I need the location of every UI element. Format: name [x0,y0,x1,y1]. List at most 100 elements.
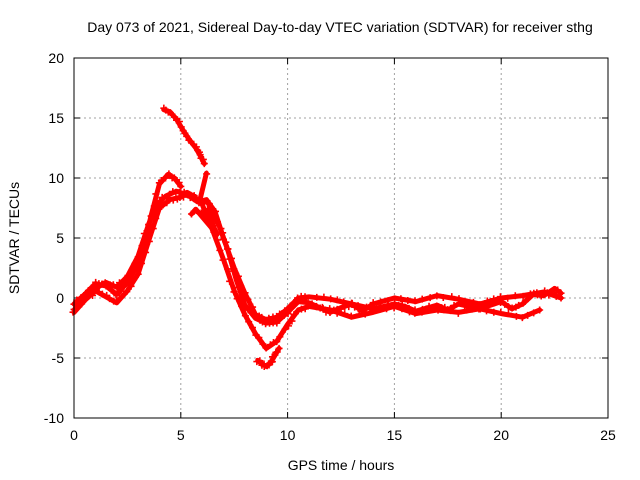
data-point-marker [341,310,349,318]
data-point-marker [557,289,565,297]
series-trace-4 [197,204,565,328]
data-point-marker [239,293,247,301]
data-point-marker [262,344,270,352]
data-point-marker [320,293,328,301]
data-point-marker [290,311,298,319]
data-point-marker [482,303,490,311]
data-point-marker [345,303,353,311]
data-point-marker [128,266,136,274]
data-point-marker [425,302,433,310]
data-point-marker [273,348,281,356]
data-point-marker [98,280,106,288]
data-point-marker [92,286,100,294]
data-point-marker [508,304,516,312]
plot-frame [73,57,609,419]
data-point-marker [475,305,483,313]
data-point-marker [497,308,505,316]
data-point-marker [255,334,263,342]
data-point-marker [501,300,509,308]
data-point-marker [106,295,114,303]
data-point-marker [363,303,371,311]
data-point-marker [214,222,222,230]
data-point-marker [203,170,211,178]
data-point-marker [273,319,281,327]
data-point-marker [219,229,227,237]
y-tick-label: 15 [48,110,64,126]
data-point-marker [248,309,256,317]
data-point-marker [327,295,335,303]
x-tick-label: 0 [70,427,78,443]
data-point-marker [384,301,392,309]
data-point-marker [161,174,169,182]
data-point-marker [404,296,412,304]
data-point-marker [213,229,221,237]
data-point-marker [313,293,321,301]
data-point-marker [200,208,208,216]
data-point-marker [159,201,167,209]
data-point-marker [530,289,538,297]
data-point-marker [224,265,232,273]
data-point-marker [281,325,289,333]
data-point-marker [439,293,447,301]
data-point-marker [241,312,249,320]
data-point-marker [240,302,248,310]
data-point-marker [142,248,150,256]
data-point-marker [84,292,92,300]
data-point-marker [518,314,526,322]
data-point-marker [150,207,158,215]
data-point-marker [74,303,82,311]
data-point-marker [391,295,399,303]
data-point-marker [521,297,529,305]
data-point-marker [226,277,234,285]
x-axis-label: GPS time / hours [288,457,395,473]
data-point-marker [337,305,345,313]
data-point-marker [119,290,127,298]
data-point-marker [269,339,277,347]
data-point-marker [395,301,403,309]
data-point-marker [134,270,142,278]
data-point-marker [219,256,227,264]
data-point-marker [418,305,426,313]
y-tick-label: 20 [48,50,64,66]
data-point-marker [469,298,477,306]
data-point-marker [259,340,267,348]
data-point-marker [192,143,200,151]
data-point-marker [115,279,123,287]
data-point-marker [347,312,355,320]
data-point-marker [511,292,519,300]
data-point-marker [348,299,356,307]
series-trace-5 [160,104,208,168]
data-point-marker [92,278,100,286]
x-tick-label: 20 [493,427,509,443]
data-point-marker [401,304,409,312]
data-point-marker [490,308,498,316]
data-point-marker [109,281,117,289]
data-point-marker [175,118,183,126]
data-point-marker [124,272,132,280]
data-point-marker [112,290,120,298]
data-point-marker [226,255,234,263]
data-point-marker [288,317,296,325]
y-tick-labels: -10 -5 0 5 10 15 20 [44,50,64,426]
data-point-marker [273,338,281,346]
y-tick-label: 5 [56,230,64,246]
data-point-marker [180,188,188,196]
data-point-marker [148,213,156,221]
data-point-marker [209,220,217,228]
data-point-marker [187,210,195,218]
data-point-marker [120,283,128,291]
data-point-marker [525,292,533,300]
data-point-marker [504,294,512,302]
data-point-marker [229,267,237,275]
series-scattered-points [187,170,221,237]
data-point-marker [152,190,160,198]
data-point-marker [454,309,462,317]
data-point-marker [88,287,96,295]
data-point-marker [154,200,162,208]
data-point-marker [468,304,476,312]
data-point-marker [411,297,419,305]
data-point-marker [524,311,532,319]
series-trace-6 [253,344,283,370]
data-point-marker [533,291,541,299]
data-point-marker [411,306,419,314]
